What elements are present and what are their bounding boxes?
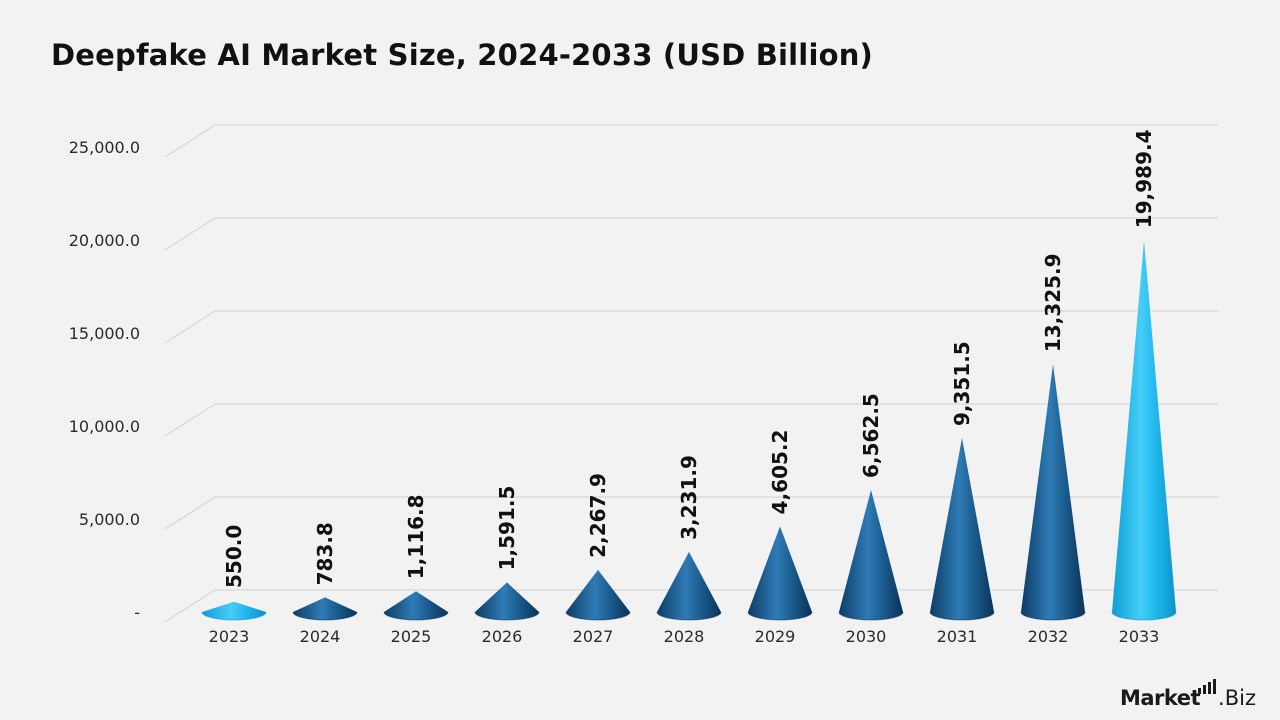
grid-diagonal	[164, 310, 216, 344]
cone-body	[1112, 240, 1176, 621]
cone-body	[384, 591, 448, 620]
cones	[201, 240, 1177, 621]
grid-diagonal	[164, 589, 216, 623]
y-tick-label: 20,000.0	[69, 231, 140, 250]
x-tick-label: 2029	[755, 627, 796, 646]
cone-mark	[838, 489, 904, 621]
cone-body	[748, 526, 812, 620]
data-label: 9,351.5	[950, 341, 974, 426]
y-tick-label: -	[134, 603, 140, 622]
cone-mark	[1111, 240, 1177, 621]
cone-body	[293, 597, 357, 620]
cone-mark	[201, 601, 267, 621]
cone-base-edge	[474, 611, 540, 621]
x-tick-label: 2024	[300, 627, 341, 646]
cone-base-edge	[929, 611, 995, 621]
data-label: 3,231.9	[677, 455, 701, 540]
data-label: 550.0	[222, 525, 246, 588]
cone-body	[657, 551, 721, 620]
y-tick-label: 25,000.0	[69, 138, 140, 157]
grid-diagonal	[164, 217, 216, 251]
cone-mark	[747, 526, 813, 621]
cone-base-edge	[292, 611, 358, 621]
grid-diagonal	[164, 496, 216, 530]
cone-base-edge	[656, 611, 722, 621]
data-label: 783.8	[313, 522, 337, 585]
brand-name-bold: Market	[1119, 686, 1201, 710]
brand-bars-icon	[1198, 679, 1217, 694]
brand-name-light: .Biz	[1218, 686, 1256, 710]
grid-diagonal	[164, 403, 216, 437]
data-label: 1,591.5	[495, 486, 519, 571]
cone-body	[1021, 364, 1085, 620]
cone-mark	[1020, 364, 1086, 621]
data-label: 13,325.9	[1041, 253, 1065, 352]
cone-base-edge	[201, 611, 267, 621]
grid-lines	[164, 124, 1218, 623]
cone-body	[475, 582, 539, 620]
x-tick-label: 2023	[209, 627, 250, 646]
data-label: 19,989.4	[1132, 129, 1156, 228]
y-tick-label: 10,000.0	[69, 417, 140, 436]
cone-base-edge	[747, 611, 813, 621]
cone-base-edge	[1111, 611, 1177, 621]
data-label: 4,605.2	[768, 430, 792, 515]
grid-diagonal	[164, 124, 216, 158]
x-tick-label: 2030	[846, 627, 887, 646]
cone-body	[202, 601, 266, 620]
x-tick-label: 2031	[937, 627, 978, 646]
x-tick-label: 2025	[391, 627, 432, 646]
y-tick-label: 15,000.0	[69, 324, 140, 343]
x-tick-label: 2026	[482, 627, 523, 646]
cone-mark	[565, 569, 631, 621]
data-label: 1,116.8	[404, 494, 428, 579]
cone-base-edge	[1020, 611, 1086, 621]
cone-body	[566, 569, 630, 620]
cone-body	[839, 489, 903, 620]
x-tick-label: 2028	[664, 627, 705, 646]
cone-base-edge	[383, 611, 449, 621]
cone-mark	[656, 551, 722, 621]
x-tick-label: 2033	[1119, 627, 1160, 646]
cone-base-edge	[565, 611, 631, 621]
x-tick-label: 2027	[573, 627, 614, 646]
x-axis: 2023 2024 2025 2026 2027 2028 2029 2030 2031 2032…	[209, 627, 1160, 646]
cone-mark	[383, 591, 449, 621]
cone-base-edge	[838, 611, 904, 621]
data-label: 2,267.9	[586, 473, 610, 558]
cone-mark	[292, 597, 358, 621]
data-labels: 550.0 783.8 1,116.8 1,591.5 2,267.9 3,231.9 4,…	[222, 129, 1156, 588]
y-axis: - 5,000.0 10,000.0 15,000.0 20,000.0 25,000.0	[69, 138, 140, 622]
cone-mark	[474, 582, 540, 621]
chart-title: Deepfake AI Market Size, 2024-2033 (USD …	[51, 38, 874, 72]
y-tick-label: 5,000.0	[79, 510, 140, 529]
data-label: 6,562.5	[859, 393, 883, 478]
brand-logo: Market .Biz	[1120, 679, 1256, 710]
cone-mark	[929, 438, 995, 621]
x-tick-label: 2032	[1028, 627, 1069, 646]
cone-body	[930, 438, 994, 620]
